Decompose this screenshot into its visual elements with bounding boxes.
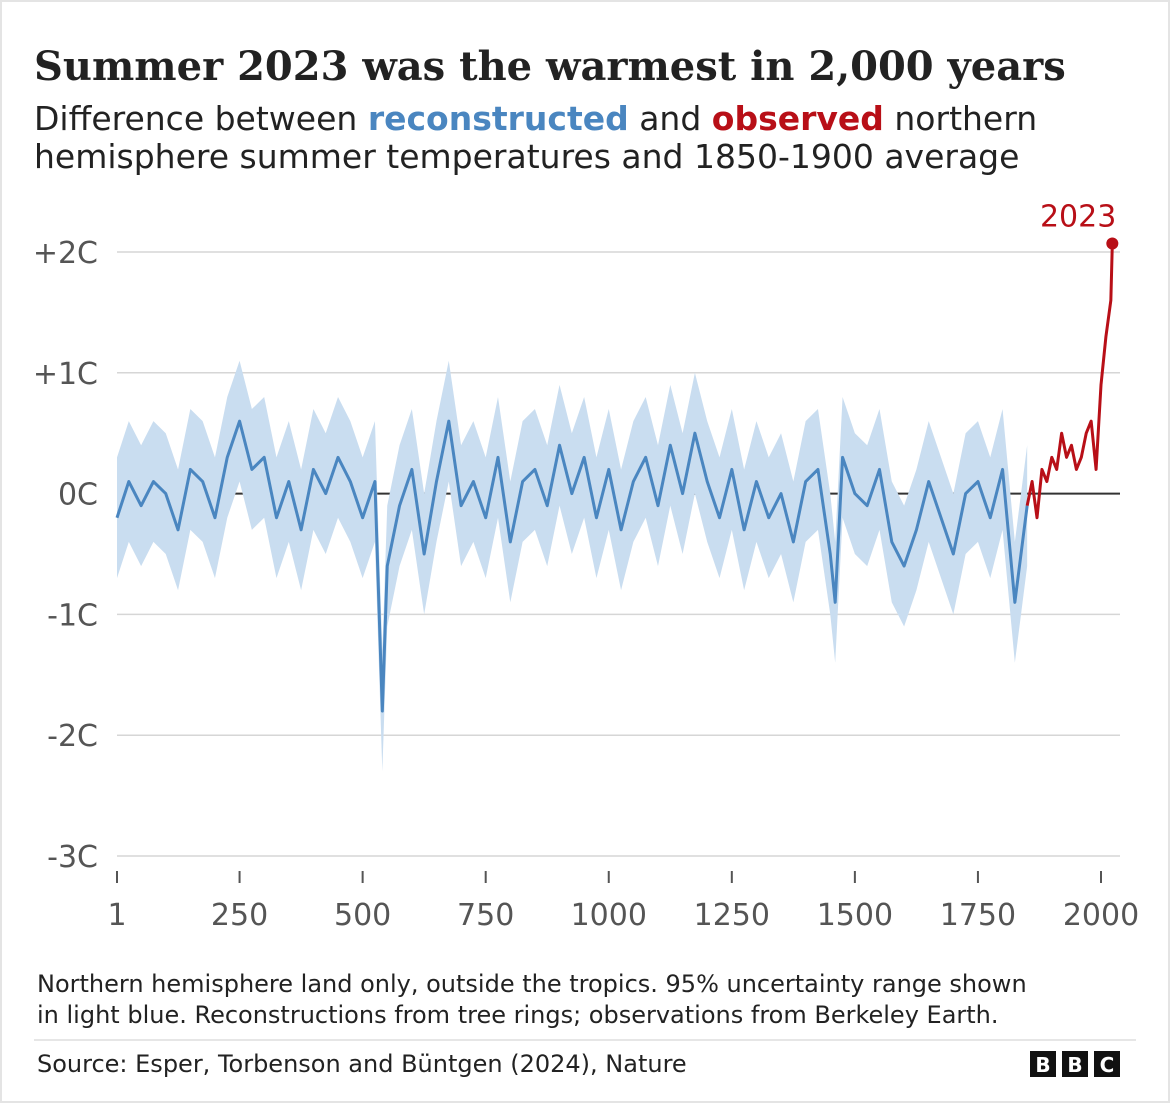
note: in light blue. Reconstructions from tree…	[37, 1001, 999, 1029]
x-tick-label: 1250	[694, 898, 770, 933]
logo-letter: C	[1100, 1053, 1115, 1077]
uncertainty-band	[117, 360, 1028, 772]
subtitle-part: northern	[884, 99, 1037, 138]
subtitle: hemisphere summer temperatures and 1850-…	[34, 137, 1019, 176]
series-line	[1025, 243, 1114, 520]
subtitle-part: and	[629, 99, 712, 138]
y-tick-label: +1C	[33, 357, 98, 392]
series-line	[115, 419, 1029, 713]
logo-letter: B	[1067, 1053, 1082, 1077]
x-tick-label: 250	[211, 898, 268, 933]
y-tick-label: -1C	[47, 598, 98, 633]
y-tick-label: 0C	[58, 478, 98, 513]
x-tick-label: 750	[457, 898, 514, 933]
logo-box	[1094, 1051, 1120, 1077]
x-tick-label: 1500	[817, 898, 893, 933]
logo-box	[1030, 1051, 1056, 1077]
y-tick-label: -3C	[47, 840, 98, 875]
source: Source: Esper, Torbenson and Büntgen (20…	[37, 1050, 687, 1078]
logo: B B C	[1030, 1051, 1120, 1077]
y-tick-label: -2C	[47, 719, 98, 754]
subtitle-part: Difference between	[34, 99, 368, 138]
chart-title: Summer 2023 was the warmest in 2,000 yea…	[34, 43, 1066, 90]
legend-reconstructed: reconstructed	[368, 99, 629, 138]
x-tick-label: 500	[334, 898, 391, 933]
logo-box	[1062, 1051, 1088, 1077]
x-tick-label: 1750	[940, 898, 1016, 933]
note: Northern hemisphere land only, outside t…	[37, 970, 1027, 998]
legend-observed: observed	[712, 99, 884, 138]
x-tick-label: 1000	[571, 898, 647, 933]
subtitle: Difference between reconstructed and obs…	[34, 99, 1037, 138]
end-point	[1106, 237, 1119, 250]
annotation: 2023	[1040, 200, 1116, 235]
x-tick-label: 2000	[1063, 898, 1139, 933]
y-tick-label: +2C	[33, 236, 98, 271]
logo-letter: B	[1035, 1053, 1050, 1077]
x-tick-label: 1	[107, 898, 126, 933]
